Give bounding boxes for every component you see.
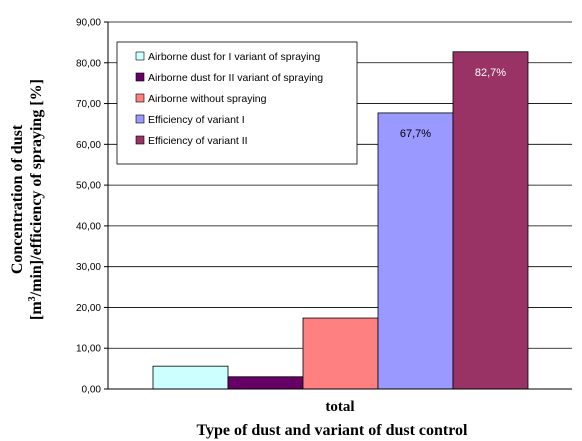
legend-swatch xyxy=(135,51,145,61)
y-tick-label: 90,00 xyxy=(76,18,101,29)
legend-label: Airborne dust for II variant of spraying xyxy=(148,72,323,84)
y-tick-label: 50,00 xyxy=(76,181,101,192)
bar xyxy=(152,365,229,390)
y-axis-title-line2: [m3/min]/efficiency of spraying [%] xyxy=(27,79,45,320)
y-tick-label: 30,00 xyxy=(76,262,101,273)
y-axis-title-line2-sup: 3 xyxy=(27,296,38,301)
bar xyxy=(377,112,454,390)
legend: Airborne dust for I variant of spraying A… xyxy=(116,41,358,165)
y-tick-label: 0,00 xyxy=(82,385,102,396)
legend-swatch xyxy=(135,93,145,103)
y-axis-title-line2-prefix: [m xyxy=(28,301,45,320)
y-tick-label: 10,00 xyxy=(76,344,101,355)
bars xyxy=(152,51,529,390)
legend-label: Efficiency of variant II xyxy=(148,135,248,147)
bar-data-label: 67,7% xyxy=(400,128,431,140)
bar xyxy=(227,376,304,390)
x-axis-title: Type of dust and variant of dust control xyxy=(197,422,469,439)
legend-label: Airborne dust for I variant of spraying xyxy=(148,51,320,63)
legend-swatch xyxy=(135,114,145,124)
y-tick-label: 40,00 xyxy=(76,221,101,232)
legend-swatch xyxy=(135,135,145,145)
y-axis-title: Concentration of dust [m3/min]/efficienc… xyxy=(9,79,45,320)
y-axis-title-line1: Concentration of dust xyxy=(9,124,26,274)
legend-label: Efficiency of variant I xyxy=(148,114,245,126)
legend-swatch xyxy=(135,72,145,82)
bar-data-label: 82,7% xyxy=(475,67,506,79)
legend-box xyxy=(116,41,358,165)
y-tick-label: 80,00 xyxy=(76,58,101,69)
bar xyxy=(302,317,379,390)
bar xyxy=(452,51,529,390)
x-category-label: total xyxy=(325,399,354,415)
y-axis-title-line2-suffix: /min]/efficiency of spraying [%] xyxy=(28,79,45,297)
y-tick-label: 70,00 xyxy=(76,99,101,110)
y-tick-label: 60,00 xyxy=(76,140,101,151)
y-tick-label: 20,00 xyxy=(76,303,101,314)
bar-labels: 67,7% 82,7% xyxy=(400,67,506,140)
y-tick-labels: 0,00 10,00 20,00 30,00 40,00 50,00 60,00 70,00 8… xyxy=(76,18,108,396)
legend-label: Airborne without spraying xyxy=(148,93,267,105)
